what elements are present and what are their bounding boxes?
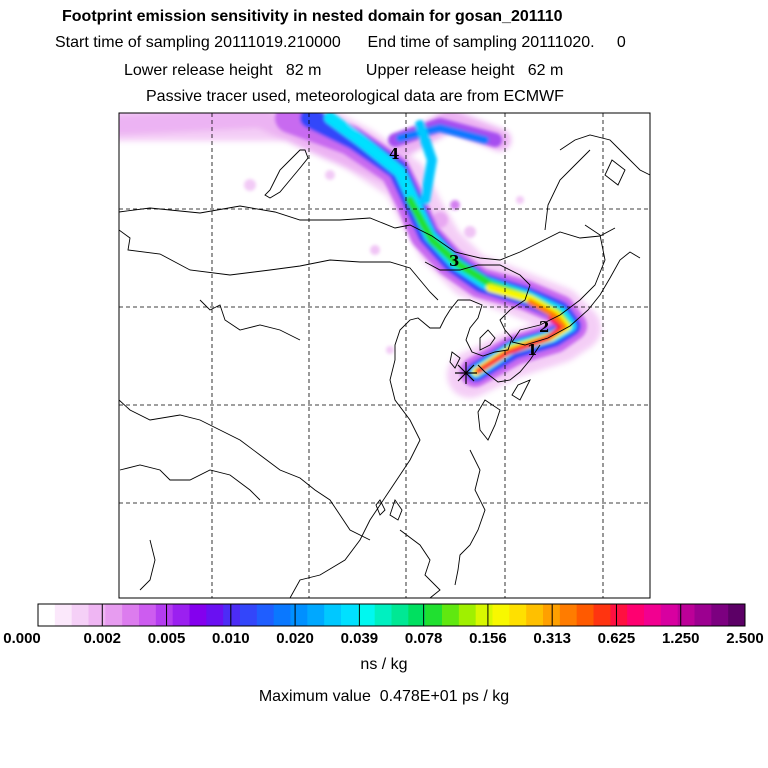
colorbar-swatch <box>408 604 426 626</box>
graticule <box>119 113 650 598</box>
colorbar-swatch <box>644 604 662 626</box>
colorbar-swatch <box>105 604 123 626</box>
colorbar-frame <box>37 603 746 627</box>
colorbar-swatch <box>54 604 73 626</box>
colorbar-tick-label: 0.010 <box>212 630 250 647</box>
colorbar-swatch <box>442 604 460 626</box>
colorbar-swatch <box>240 604 258 626</box>
star-icon <box>455 362 477 384</box>
colorbar-swatch <box>694 604 712 626</box>
colorbar-tick-label: 0.005 <box>147 630 186 647</box>
colorbar-swatch <box>458 604 477 626</box>
colorbar-tick-label: 0.625 <box>597 630 636 647</box>
colorbar-tick-label: 0.002 <box>83 630 122 647</box>
colorbar-swatch <box>711 604 729 626</box>
tracer-info-line: Passive tracer used, meteorological data… <box>146 88 564 105</box>
sampling-time-line: Start time of sampling 20111019.210000 E… <box>55 34 626 51</box>
plume-core <box>275 113 587 387</box>
colorbar-swatch <box>475 604 493 626</box>
trajectory-label-1: 1 <box>527 341 537 359</box>
colorbar-tick-label: 0.020 <box>276 630 314 647</box>
trajectory-label-2: 2 <box>539 318 549 336</box>
colorbar-swatch <box>122 604 140 626</box>
colorbar-swatch <box>88 604 106 626</box>
trajectory-label-4: 4 <box>389 145 399 163</box>
colorbar-swatch <box>189 604 207 626</box>
colorbar-swatch <box>341 604 359 626</box>
colorbar-swatch <box>324 604 342 626</box>
colorbar <box>37 603 746 627</box>
colorbar-swatch <box>509 604 527 626</box>
colorbar-swatch <box>526 604 544 626</box>
colorbar-swatch <box>391 604 409 626</box>
colorbar-tick-label: 0.313 <box>533 630 571 647</box>
colorbar-swatch <box>543 604 561 626</box>
map-frame <box>118 112 651 599</box>
colorbar-tick-label: 0.039 <box>340 630 379 647</box>
colorbar-swatch <box>357 604 376 626</box>
colorbar-swatch <box>728 604 746 626</box>
colorbar-swatch <box>610 604 628 626</box>
colorbar-swatch <box>559 604 578 626</box>
colorbar-tick-label: 0.000 <box>3 630 41 647</box>
plume-speckles <box>244 170 524 354</box>
colorbar-swatch <box>492 604 510 626</box>
colorbar-swatch <box>155 604 174 626</box>
colorbar-swatch <box>660 604 679 626</box>
colorbar-tick-label: 0.156 <box>469 630 507 647</box>
colorbar-swatch <box>206 604 224 626</box>
figure-title: Footprint emission sensitivity in nested… <box>62 8 563 25</box>
colorbar-swatch <box>374 604 392 626</box>
colorbar-swatch <box>223 604 241 626</box>
maximum-value: Maximum value 0.478E+01 ps / kg <box>258 688 510 705</box>
coastlines-and-borders <box>119 134 650 598</box>
colorbar-swatch <box>576 604 594 626</box>
colorbar-swatch <box>71 604 89 626</box>
colorbar-swatch <box>627 604 645 626</box>
colorbar-swatch <box>139 604 157 626</box>
colorbar-swatch <box>273 604 291 626</box>
colorbar-tick-label: 0.078 <box>404 630 443 647</box>
colorbar-tick-label: 1.250 <box>661 630 700 647</box>
colorbar-swatch <box>425 604 443 626</box>
colorbar-swatch <box>677 604 695 626</box>
colorbar-swatch <box>172 604 190 626</box>
colorbar-swatch <box>290 604 308 626</box>
release-height-line: Lower release height 82 m Upper release … <box>124 62 564 79</box>
colorbar-swatch <box>256 604 275 626</box>
colorbar-tick-label: 2.500 <box>726 630 764 647</box>
colorbar-swatch <box>307 604 325 626</box>
colorbar-swatch <box>38 604 56 626</box>
trajectory-label-3: 3 <box>449 252 459 270</box>
colorbar-unit: ns / kg <box>360 656 408 673</box>
colorbar-swatch <box>593 604 611 626</box>
